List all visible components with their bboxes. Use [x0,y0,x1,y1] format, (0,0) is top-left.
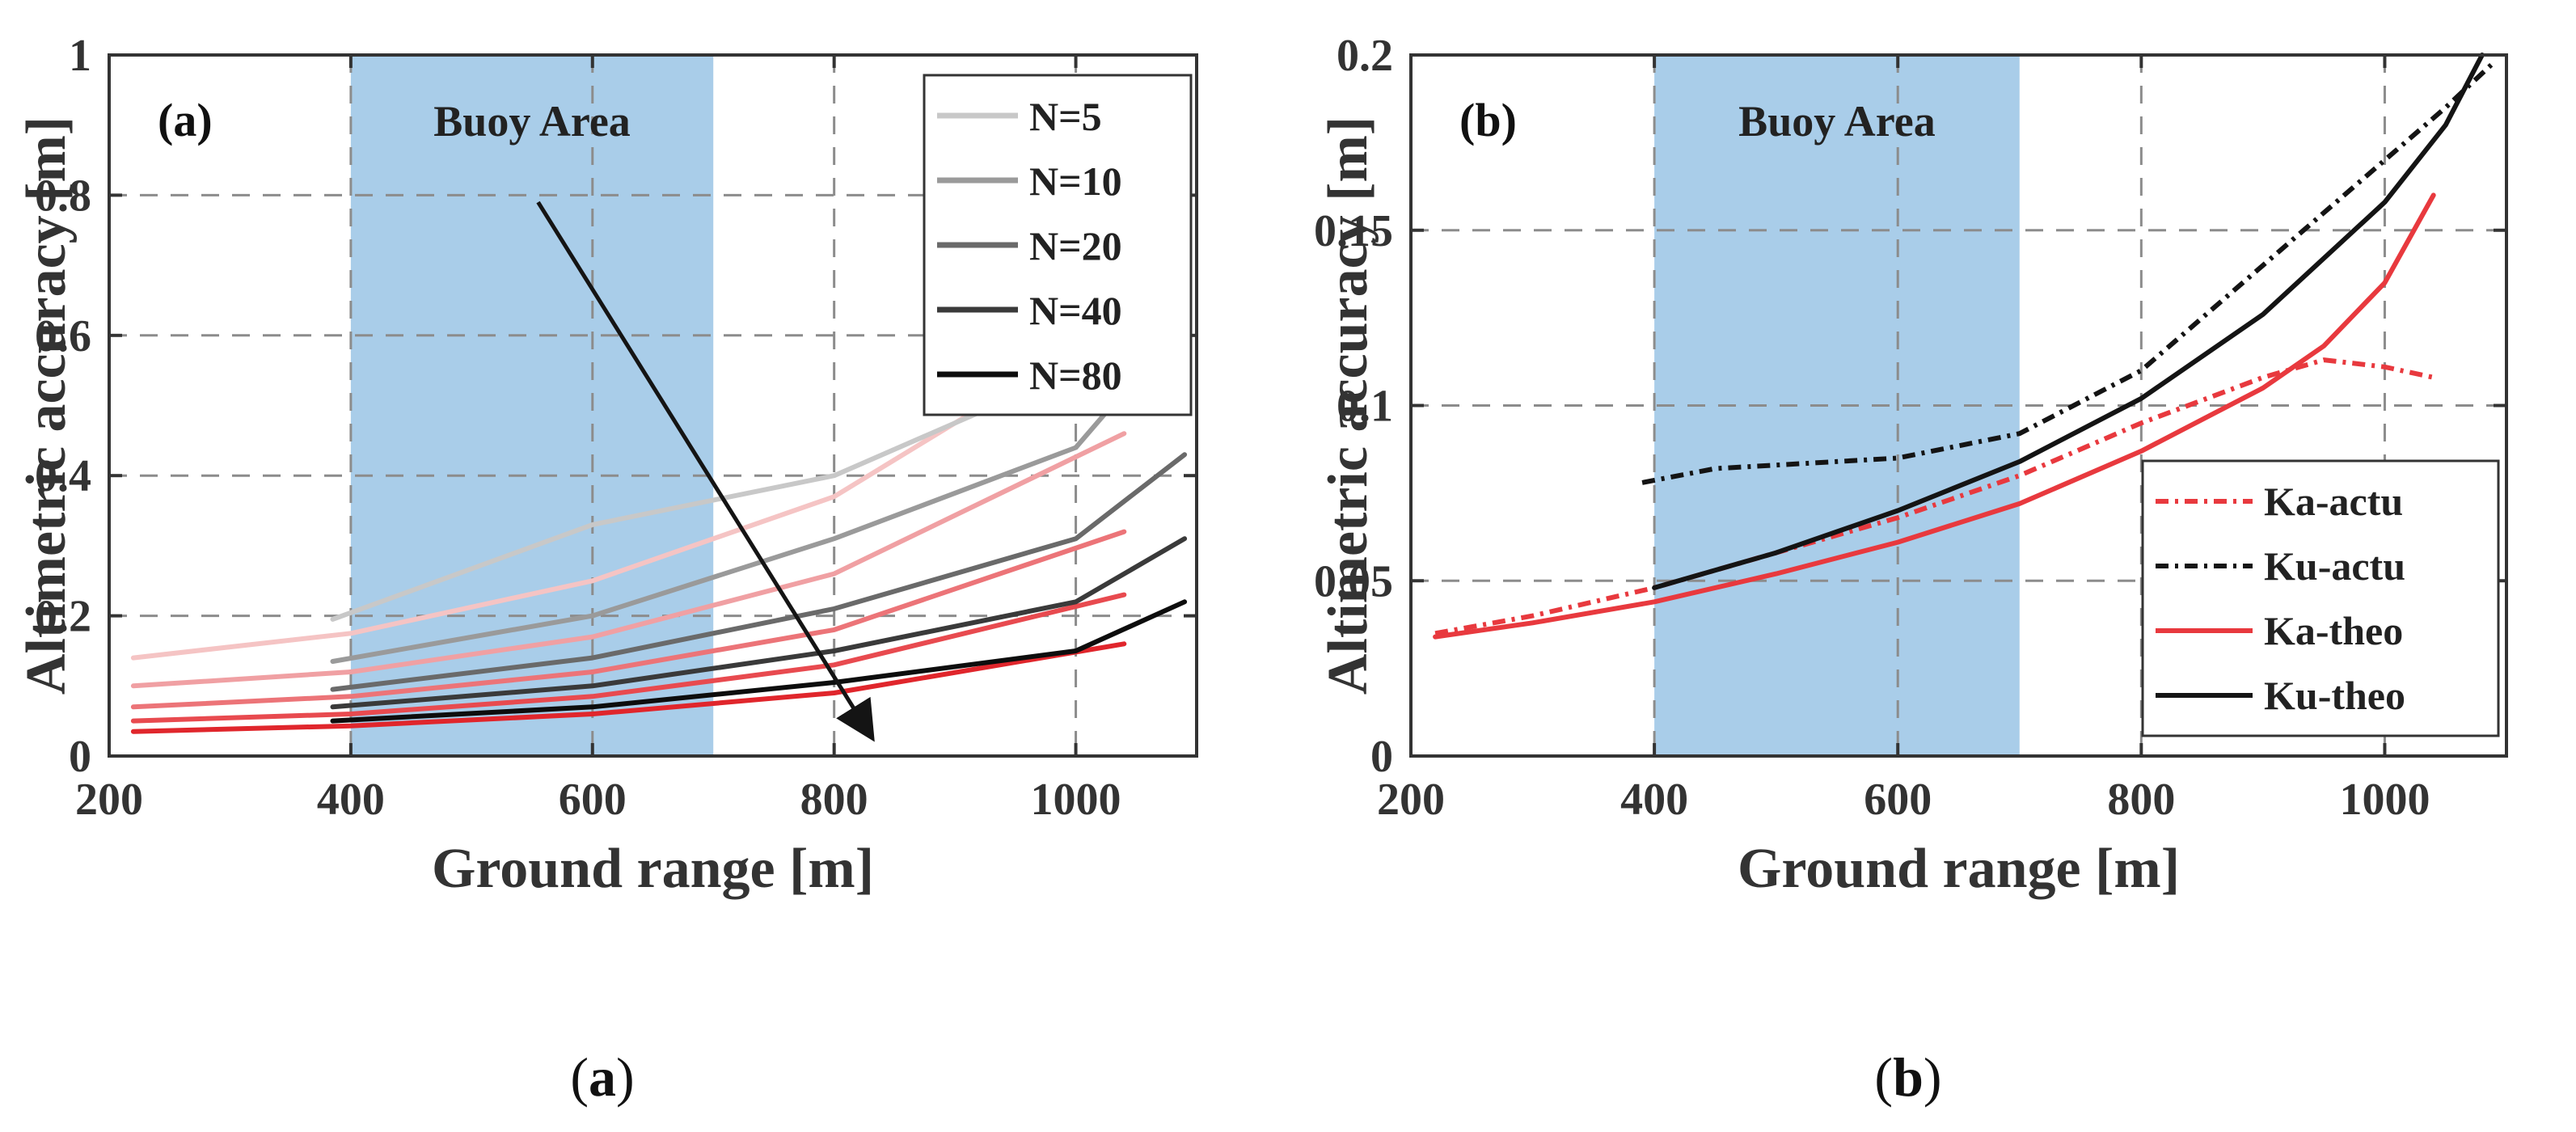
x-tick-label: 1000 [2339,775,2430,825]
axes-frame [108,53,1198,758]
y-tick-label: 0.15 [1314,206,1393,256]
series-line-2 [130,431,1127,689]
legend-label: Ku-actu [2264,543,2405,589]
series-line-2 [1433,192,2436,640]
buoy-area-region [1654,55,2020,756]
x-tick-label: 800 [800,775,868,825]
y-tick-label: 0 [1370,732,1393,782]
y-tick-label: 0 [69,732,91,782]
x-tick-label: 600 [1864,775,1932,825]
x-tick-label: 400 [317,775,385,825]
series-line-1 [1641,60,2496,485]
panel-tag: (a) [158,94,213,146]
legend-label: Ka-actu [2264,479,2403,524]
x-axis-label: Ground range [m] [432,838,874,900]
series-line-9 [330,599,1188,724]
series-line-0 [1434,357,2435,636]
x-tick-label: 200 [75,775,143,825]
series-line-5 [330,452,1188,692]
y-axis-label: Altimetric accuracy [m] [15,116,78,695]
legend-label: N=80 [1029,353,1122,398]
y-axis-label: Altimetric accuracy [m] [1317,116,1379,695]
x-tick-label: 600 [559,775,627,825]
legend-label: N=40 [1029,288,1122,333]
series-line-0 [130,347,1079,661]
chart-panel-b: 200 400 600 800 1000 0 0.05 0.1 0.15 0.2 Ground ra… [1314,31,2508,900]
x-tick-label: 200 [1377,775,1445,825]
caption-a: (a) [570,1046,634,1108]
y-tick-label: 0.1 [1337,382,1393,432]
legend-label: Ku-theo [2264,673,2405,718]
buoy-area-region [350,55,714,756]
y-tick-label: 1 [69,31,91,81]
y-tick-label: 0.8 [35,171,91,221]
legend-label: N=20 [1029,223,1122,268]
series-line-7 [330,536,1188,710]
legend-box [2141,459,2500,737]
y-tick-label: 0.05 [1314,556,1393,606]
x-axis-label: Ground range [m] [1738,838,2180,900]
buoy-area-label: Buoy Area [1738,97,1936,146]
x-tick-label: 800 [2107,775,2175,825]
panel-tag: (b) [1459,94,1517,146]
y-tick-label: 0.4 [35,451,91,501]
y-tick-label: 0.2 [35,592,91,642]
caption-b: (b) [1874,1046,1941,1108]
y-tick-label: 0.2 [1337,31,1393,81]
chart-panel-a: 200 400 600 800 1000 0 0.2 0.4 0.6 0.8 1 Ground ran… [15,31,1198,900]
series-line-4 [130,529,1127,710]
x-tick-label: 1000 [1031,775,1121,825]
buoy-area-label: Buoy Area [433,97,631,146]
y-tick-label: 0.6 [35,311,91,361]
series-line-6 [130,592,1127,724]
legend-label: Ka-theo [2264,608,2403,653]
legend-label: N=10 [1029,158,1122,204]
series-line-3 [1652,53,2485,590]
trend-arrow [536,201,875,742]
x-tick-label: 400 [1620,775,1688,825]
legend-label: N=5 [1029,94,1102,139]
series-line-8 [130,641,1127,734]
